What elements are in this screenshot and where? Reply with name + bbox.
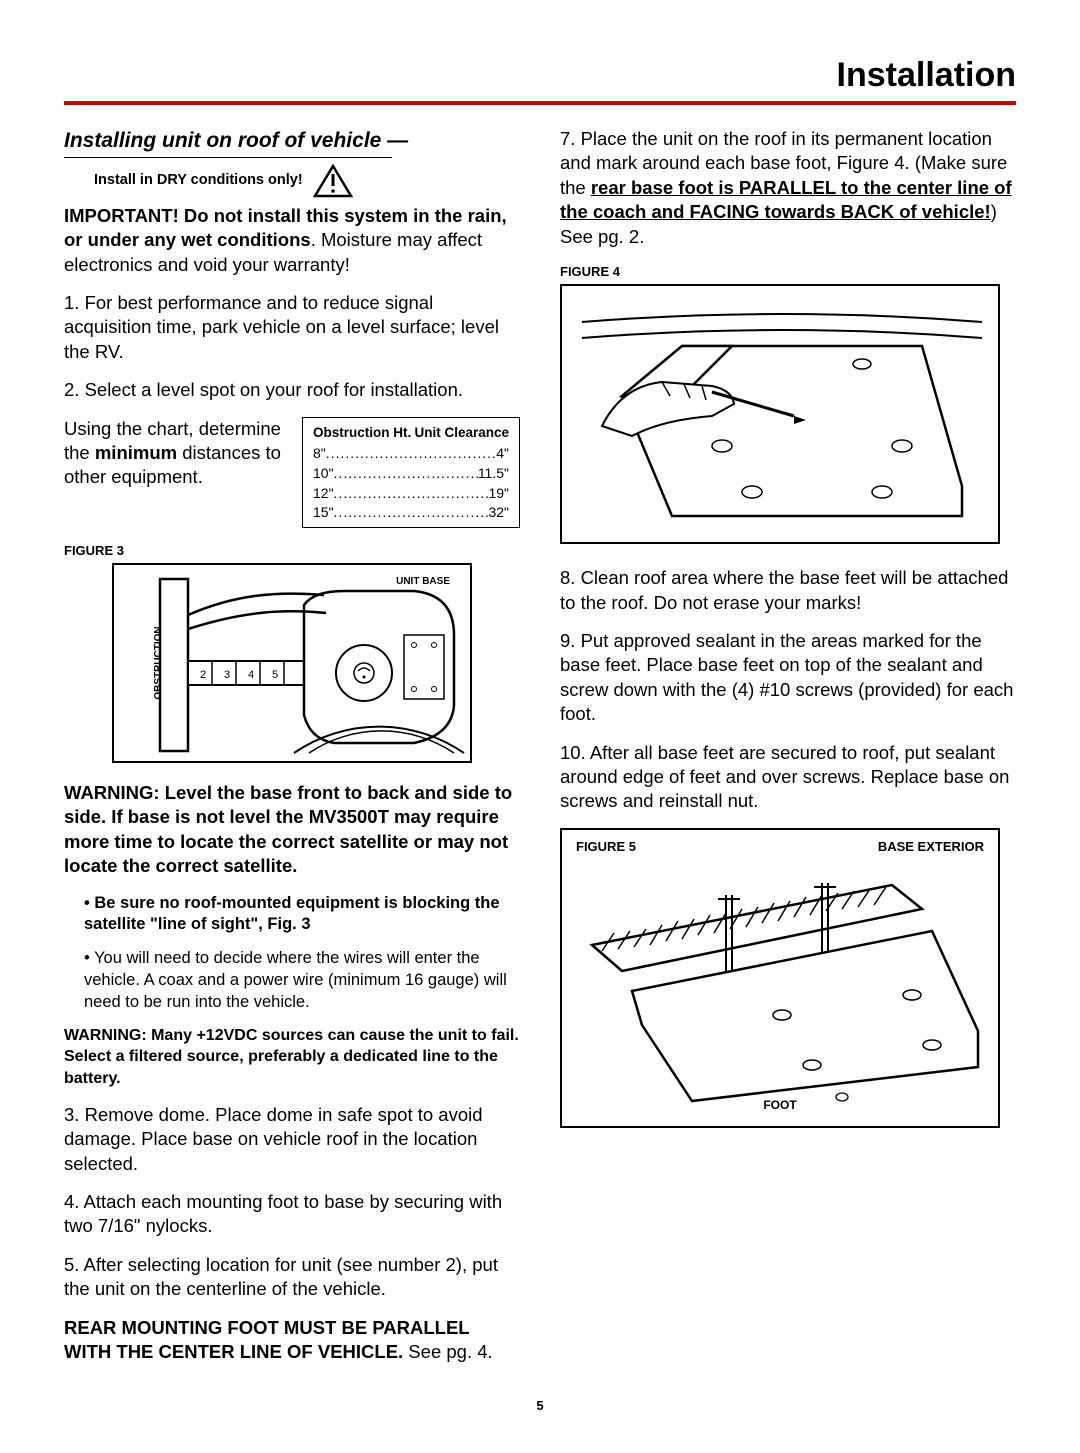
right-column: 7. Place the unit on the roof in its per… bbox=[560, 127, 1016, 1378]
step-2: 2. Select a level spot on your roof for … bbox=[64, 378, 520, 402]
figure-4-label: FIGURE 4 bbox=[560, 263, 1016, 280]
step7-b: rear base foot is PARALLEL to the center… bbox=[560, 177, 1012, 222]
clearance-chart-block: Using the chart, determine the minimum d… bbox=[64, 417, 520, 528]
figure-3-label: FIGURE 3 bbox=[64, 542, 520, 559]
table-row: 12" ....................................… bbox=[313, 484, 509, 504]
tape-num: 5 bbox=[272, 669, 278, 681]
cell-left: 15" bbox=[313, 503, 334, 523]
table-header: Obstruction Ht. Unit Clearance bbox=[313, 424, 509, 442]
page-number: 5 bbox=[64, 1398, 1016, 1413]
dot-leader: .................................... bbox=[334, 464, 478, 484]
figure-5-header: FIGURE 5 BASE EXTERIOR bbox=[562, 830, 998, 855]
figure-4-svg bbox=[562, 286, 1002, 546]
page: Installation Installing unit on roof of … bbox=[0, 0, 1080, 1453]
left-column: Installing unit on roof of vehicle — Ins… bbox=[64, 127, 520, 1378]
table-row: 8" .....................................… bbox=[313, 444, 509, 464]
chart-intro-b: minimum bbox=[95, 442, 177, 463]
cell-right: 11.5" bbox=[478, 464, 509, 484]
step-5: 5. After selecting location for unit (se… bbox=[64, 1253, 520, 1302]
section-title-rule bbox=[64, 157, 392, 158]
tape-num: 4 bbox=[248, 669, 254, 681]
section-title: Installing unit on roof of vehicle — bbox=[64, 127, 520, 155]
rear-foot-tail: See pg. 4. bbox=[403, 1341, 492, 1362]
table-hdr-left: Obstruction Ht. bbox=[313, 424, 411, 442]
figure-5: FIGURE 5 BASE EXTERIOR bbox=[560, 828, 1000, 1128]
obstruction-label: OBSTRUCTION bbox=[152, 626, 165, 699]
cell-right: 19" bbox=[488, 484, 509, 504]
cell-left: 12" bbox=[313, 484, 334, 504]
bullet-block: • You will need to decide where the wire… bbox=[64, 948, 520, 1013]
bullet-1: • Be sure no roof-mounted equipment is b… bbox=[84, 893, 520, 937]
page-title: Installation bbox=[837, 56, 1016, 94]
dry-conditions-line: Install in DRY conditions only! bbox=[94, 164, 520, 198]
step-3: 3. Remove dome. Place dome in safe spot … bbox=[64, 1103, 520, 1176]
dry-conditions-text: Install in DRY conditions only! bbox=[94, 171, 303, 190]
dot-leader: ...................................... bbox=[334, 503, 489, 523]
figure-5-svg bbox=[562, 855, 1002, 1125]
tape-num: 3 bbox=[224, 669, 230, 681]
rear-foot-note: REAR MOUNTING FOOT MUST BE PARALLEL WITH… bbox=[64, 1316, 520, 1365]
cell-left: 10" bbox=[313, 464, 334, 484]
step-4: 4. Attach each mounting foot to base by … bbox=[64, 1190, 520, 1239]
clearance-table: Obstruction Ht. Unit Clearance 8" ......… bbox=[302, 417, 520, 528]
table-hdr-right: Unit Clearance bbox=[414, 424, 509, 442]
header: Installation bbox=[64, 56, 1016, 105]
figure-5-right-label: BASE EXTERIOR bbox=[878, 838, 984, 855]
figure-3: OBSTRUCTION UNIT BASE 2 3 4 5 bbox=[112, 563, 472, 763]
table-row: 10" ....................................… bbox=[313, 464, 509, 484]
step-9: 9. Put approved sealant in the areas mar… bbox=[560, 629, 1016, 727]
figure-3-svg: 2 3 4 5 bbox=[114, 565, 474, 765]
warning-level: WARNING: Level the base front to back an… bbox=[64, 781, 520, 879]
cell-right: 4" bbox=[496, 444, 509, 464]
step-7: 7. Place the unit on the roof in its per… bbox=[560, 127, 1016, 249]
figure-4 bbox=[560, 284, 1000, 544]
foot-label: FOOT bbox=[763, 1098, 796, 1114]
table-row: 15" ....................................… bbox=[313, 503, 509, 523]
cell-right: 32" bbox=[488, 503, 509, 523]
step-10: 10. After all base feet are secured to r… bbox=[560, 741, 1016, 814]
figure-5-label: FIGURE 5 bbox=[576, 838, 636, 855]
warning-triangle-icon bbox=[313, 164, 353, 198]
cell-left: 8" bbox=[313, 444, 326, 464]
two-column-layout: Installing unit on roof of vehicle — Ins… bbox=[64, 127, 1016, 1378]
dot-leader: ...................................... bbox=[334, 484, 489, 504]
chart-intro: Using the chart, determine the minimum d… bbox=[64, 417, 284, 490]
bullet-2: • You will need to decide where the wire… bbox=[84, 948, 520, 1013]
dot-leader: ........................................… bbox=[326, 444, 496, 464]
tape-num: 2 bbox=[200, 669, 206, 681]
step-1: 1. For best performance and to reduce si… bbox=[64, 291, 520, 364]
step-8: 8. Clean roof area where the base feet w… bbox=[560, 566, 1016, 615]
unit-base-label: UNIT BASE bbox=[396, 575, 450, 588]
bullet-block: • Be sure no roof-mounted equipment is b… bbox=[64, 893, 520, 937]
warning-12v: WARNING: Many +12VDC sources can cause t… bbox=[64, 1025, 520, 1088]
important-paragraph: IMPORTANT! Do not install this system in… bbox=[64, 204, 520, 277]
